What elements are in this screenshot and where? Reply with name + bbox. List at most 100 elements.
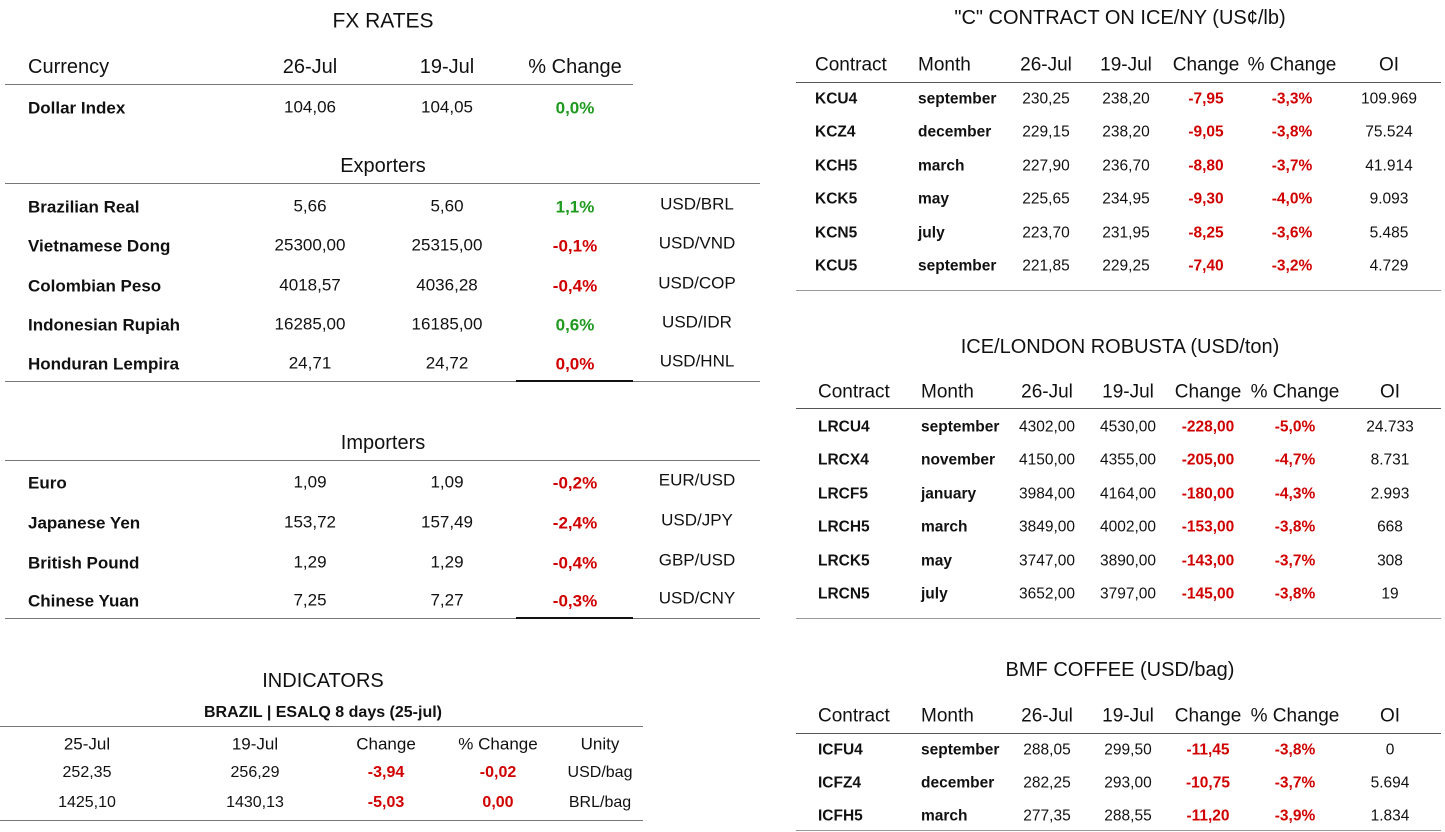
rate: 104,06 [284, 97, 336, 117]
value: -4,0% [1271, 190, 1313, 208]
value: 1430,13 [226, 794, 284, 811]
column-header: Change [1172, 54, 1240, 76]
change: -0,3% [552, 591, 598, 611]
currency-name: British Pound [28, 553, 140, 573]
value: 308 [1377, 551, 1403, 569]
pair: USD/CNY [658, 588, 736, 608]
value: 252,35 [62, 764, 112, 781]
pair: USD/IDR [662, 312, 732, 332]
value: -3,8% [1274, 585, 1316, 603]
column-header: % Change [1247, 54, 1337, 76]
value: 3849,00 [1018, 518, 1076, 536]
change: 0,0% [555, 98, 595, 118]
value: january [921, 485, 977, 503]
value: LRCU4 [818, 418, 870, 436]
value: 1.834 [1370, 807, 1410, 825]
value: 4002,00 [1099, 518, 1157, 536]
value: -143,00 [1181, 551, 1235, 569]
section-title: BMF COFFEE (USD/bag) [1005, 659, 1235, 681]
change: -0,4% [552, 553, 598, 573]
value: 4530,00 [1099, 418, 1157, 436]
value: 256,29 [230, 764, 280, 781]
change: 1,1% [555, 197, 595, 217]
column-header: Currency [28, 56, 110, 78]
value: BRL/bag [568, 794, 632, 811]
currency-name: Chinese Yuan [28, 591, 140, 611]
column-header: 19-Jul [231, 734, 279, 754]
value: 0,00 [482, 794, 514, 811]
rate: 25315,00 [411, 235, 483, 255]
column-header: Month [918, 54, 971, 76]
value: 8.731 [1370, 451, 1410, 469]
pair: USD/HNL [659, 351, 735, 371]
value: ICFH5 [818, 807, 863, 825]
column-header: % Change [1250, 705, 1340, 727]
column-header: % Change [1250, 381, 1340, 403]
value: 4302,00 [1018, 418, 1076, 436]
column-header: 19-Jul [419, 56, 475, 78]
column-header: 25-Jul [63, 734, 111, 754]
change: -0,1% [552, 236, 598, 256]
column-header: Contract [815, 54, 887, 76]
value: 225,65 [1022, 190, 1070, 208]
value: -8,25 [1188, 223, 1224, 241]
currency-name: Vietnamese Dong [28, 236, 171, 256]
value: 231,95 [1102, 223, 1150, 241]
value: -3,2% [1271, 257, 1313, 275]
pair: USD/JPY [661, 510, 733, 530]
rule [0, 820, 643, 821]
value: 2.993 [1370, 485, 1410, 503]
value: 4.729 [1369, 257, 1409, 275]
value: november [921, 451, 996, 469]
value: -7,95 [1188, 90, 1224, 108]
value: LRCK5 [818, 551, 870, 569]
column-header: % Change [458, 734, 538, 754]
section-title: "C" CONTRACT ON ICE/NY (US¢/lb) [954, 7, 1286, 29]
rule [796, 830, 1441, 831]
value: 4355,00 [1099, 451, 1157, 469]
value: 234,95 [1102, 190, 1150, 208]
value: -3,9% [1274, 807, 1316, 825]
rule [796, 618, 1441, 619]
column-header: 26-Jul [1021, 381, 1073, 403]
value: 4164,00 [1099, 485, 1157, 503]
value: december [921, 774, 995, 792]
column-header: % Change [528, 56, 622, 78]
value: 9.093 [1369, 190, 1409, 208]
change: 0,0% [555, 354, 595, 374]
value: ICFZ4 [818, 774, 862, 792]
rule [796, 733, 1441, 734]
value: march [918, 157, 965, 175]
rate: 1,09 [293, 472, 327, 492]
pair: USD/COP [658, 273, 736, 293]
section-title: FX RATES [332, 9, 434, 33]
rate: 4018,57 [279, 275, 341, 295]
value: 288,05 [1023, 741, 1071, 759]
value: KCU5 [815, 257, 858, 275]
value: may [921, 551, 953, 569]
value: september [921, 418, 1000, 436]
rate: 1,29 [293, 552, 327, 572]
value: -7,40 [1188, 257, 1224, 275]
value: KCH5 [815, 157, 858, 175]
value: -9,30 [1188, 190, 1224, 208]
value: 3797,00 [1099, 585, 1157, 603]
rate: 7,25 [293, 590, 327, 610]
value: KCK5 [815, 190, 858, 208]
value: 299,50 [1104, 741, 1152, 759]
value: 238,20 [1102, 123, 1150, 141]
value: ICFU4 [818, 741, 863, 759]
rule [5, 618, 760, 619]
column-header: 26-Jul [1021, 705, 1073, 727]
value: 223,70 [1022, 223, 1070, 241]
value: -3,7% [1271, 157, 1313, 175]
pair: USD/BRL [660, 194, 734, 214]
pair: USD/VND [658, 233, 736, 253]
column-header: 19-Jul [1102, 381, 1154, 403]
value: 4150,00 [1018, 451, 1076, 469]
value: -3,8% [1274, 518, 1316, 536]
rule [5, 183, 760, 184]
rule [0, 726, 643, 727]
rule [5, 84, 633, 85]
value: 19 [1381, 585, 1399, 603]
